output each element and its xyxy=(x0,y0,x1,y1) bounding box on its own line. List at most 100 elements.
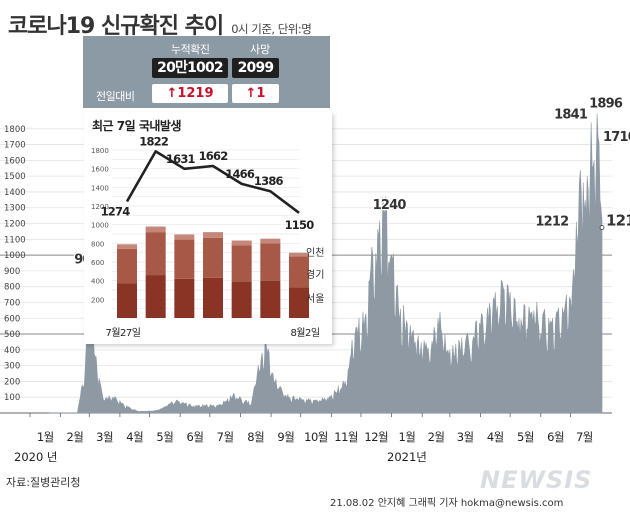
page-title: 코로나19 신규확진 추이 xyxy=(8,14,224,39)
legend-incheon: 인천 xyxy=(306,247,324,259)
inset-x-end-label: 8월2일 xyxy=(290,327,319,339)
newsis-logo: NEWSIS xyxy=(480,466,593,494)
total-line xyxy=(125,150,300,214)
inset-y-tick-label: 400 xyxy=(91,278,104,286)
bar-gyeonggi xyxy=(260,243,281,281)
bar-incheon xyxy=(203,232,223,238)
bar-incheon xyxy=(289,252,309,257)
y-tick-label: 1800 xyxy=(4,125,26,135)
inset-bar-chart: 200 400 600 800 1000 1200 1400 1600 1800 1274 182… xyxy=(91,134,324,339)
bar-seoul xyxy=(203,277,223,318)
line-value-label: 1662 xyxy=(199,149,228,163)
x-tick-label: 1월 xyxy=(398,430,415,444)
y-tick-label: 100 xyxy=(4,393,20,403)
y-tick-label: 300 xyxy=(4,362,20,372)
x-tick-label: 8월 xyxy=(247,430,264,444)
inset-x-start-label: 7월27일 xyxy=(106,327,141,339)
inset-y-tick-label: 1200 xyxy=(91,203,109,211)
bar-incheon xyxy=(145,226,166,233)
bar-gyeonggi xyxy=(203,237,223,278)
line-value-label: 1274 xyxy=(101,204,131,218)
x-tick-label: 6월 xyxy=(547,430,564,444)
x-tick-label: 7월 xyxy=(576,430,593,444)
y-tick-label: 400 xyxy=(4,346,20,356)
bar-gyeonggi xyxy=(117,248,137,284)
year-label: 2021년 xyxy=(387,450,427,464)
y-tick-label: 1200 xyxy=(4,220,26,230)
bar-incheon xyxy=(260,238,281,244)
label-confirmed: 누적확진 xyxy=(171,43,210,56)
x-tick-label: 1월 xyxy=(37,430,54,444)
x-tick-label: 7월 xyxy=(217,430,234,444)
bar-gyeonggi xyxy=(231,245,252,282)
confirmed-value: 20만1002 xyxy=(152,58,228,78)
bar-seoul xyxy=(260,280,281,318)
annotation-label: 1841 xyxy=(554,107,588,122)
inset-y-tick-label: 1600 xyxy=(91,166,109,174)
x-tick-label: 6월 xyxy=(187,430,204,444)
confirmed-change: ↑1219 xyxy=(152,84,228,103)
inset-y-tick-label: 1400 xyxy=(91,184,109,192)
y-tick-label: 1000 xyxy=(4,251,26,261)
x-tick-label: 4월 xyxy=(487,430,504,444)
bar-gyeonggi xyxy=(174,239,195,279)
inset-y-tick-label: 200 xyxy=(91,296,104,304)
summary-box: 누적확진 사망 20만1002 2099 전일대비 ↑1219 ↑1 xyxy=(83,36,330,108)
legend-seoul: 서울 xyxy=(306,293,324,305)
bar-gyeonggi xyxy=(289,256,309,288)
y-tick-label: 1500 xyxy=(4,172,26,182)
y-tick-label: 1600 xyxy=(4,156,26,166)
x-tick-label: 2월 xyxy=(66,430,83,444)
deaths-value: 2099 xyxy=(232,58,279,78)
inset-y-tick-label: 1000 xyxy=(91,222,109,230)
y-tick-label: 1300 xyxy=(4,204,26,214)
y-tick-label: 200 xyxy=(4,377,20,387)
bar-incheon xyxy=(117,244,137,249)
annotation-label: 1896 xyxy=(589,97,623,112)
bar-incheon xyxy=(174,234,195,240)
bar-gyeonggi xyxy=(145,232,166,276)
y-tick-label: 1400 xyxy=(4,188,26,198)
annotation-label: 1710 xyxy=(603,130,630,145)
inset-title: 최근 7일 국내발생 xyxy=(92,119,182,133)
line-value-label: 1466 xyxy=(225,167,255,181)
label-compare: 전일대비 xyxy=(96,90,135,103)
inset-panel: 최근 7일 국내발생 200 400 600 800 1000 1200 1400 1600 1… xyxy=(84,112,332,344)
annotation-label: 1240 xyxy=(373,198,407,213)
x-tick-label: 11월 xyxy=(334,430,358,444)
bar-seoul xyxy=(231,281,252,318)
annotation-label: 1219 xyxy=(606,212,630,230)
bar-incheon xyxy=(231,240,252,246)
x-tick-label: 2월 xyxy=(428,430,445,444)
y-tick-label: 800 xyxy=(4,283,20,293)
inset-y-tick-label: 600 xyxy=(91,259,104,267)
x-tick-label: 5월 xyxy=(517,430,534,444)
x-tick-label: 3월 xyxy=(457,430,474,444)
line-value-label: 1822 xyxy=(139,134,168,148)
deaths-change: ↑1 xyxy=(232,84,279,103)
page-subtitle: 0시 기준, 단위:명 xyxy=(231,22,312,36)
header: 코로나19 신규확진 추이 0시 기준, 단위:명 xyxy=(8,8,312,40)
x-tick-label: 9월 xyxy=(277,430,294,444)
source-text: 자료:질병관리청 xyxy=(6,476,81,489)
x-tick-label: 3월 xyxy=(96,430,113,444)
bar-seoul xyxy=(174,278,195,318)
line-value-label: 1150 xyxy=(285,218,315,232)
y-tick-label: 1100 xyxy=(4,235,26,245)
last-point-marker xyxy=(599,225,605,230)
annotation-label: 1212 xyxy=(535,215,568,230)
y-tick-label: 500 xyxy=(4,330,20,340)
x-tick-label: 10월 xyxy=(304,430,328,444)
y-tick-label: 600 xyxy=(4,314,20,324)
label-deaths: 사망 xyxy=(250,43,271,56)
x-tick-label: 12월 xyxy=(364,430,388,444)
x-tick-label: 5월 xyxy=(156,430,173,444)
y-tick-label: 700 xyxy=(4,298,20,308)
inset-y-tick-label: 1800 xyxy=(91,147,109,155)
bar-seoul xyxy=(145,275,166,318)
credit-text: 21.08.02 안지혜 그래픽 기자 hokma@newsis.com xyxy=(330,498,564,509)
y-tick-label: 900 xyxy=(4,267,20,277)
bar-seoul xyxy=(117,283,137,318)
inset-y-tick-label: 800 xyxy=(91,240,104,248)
